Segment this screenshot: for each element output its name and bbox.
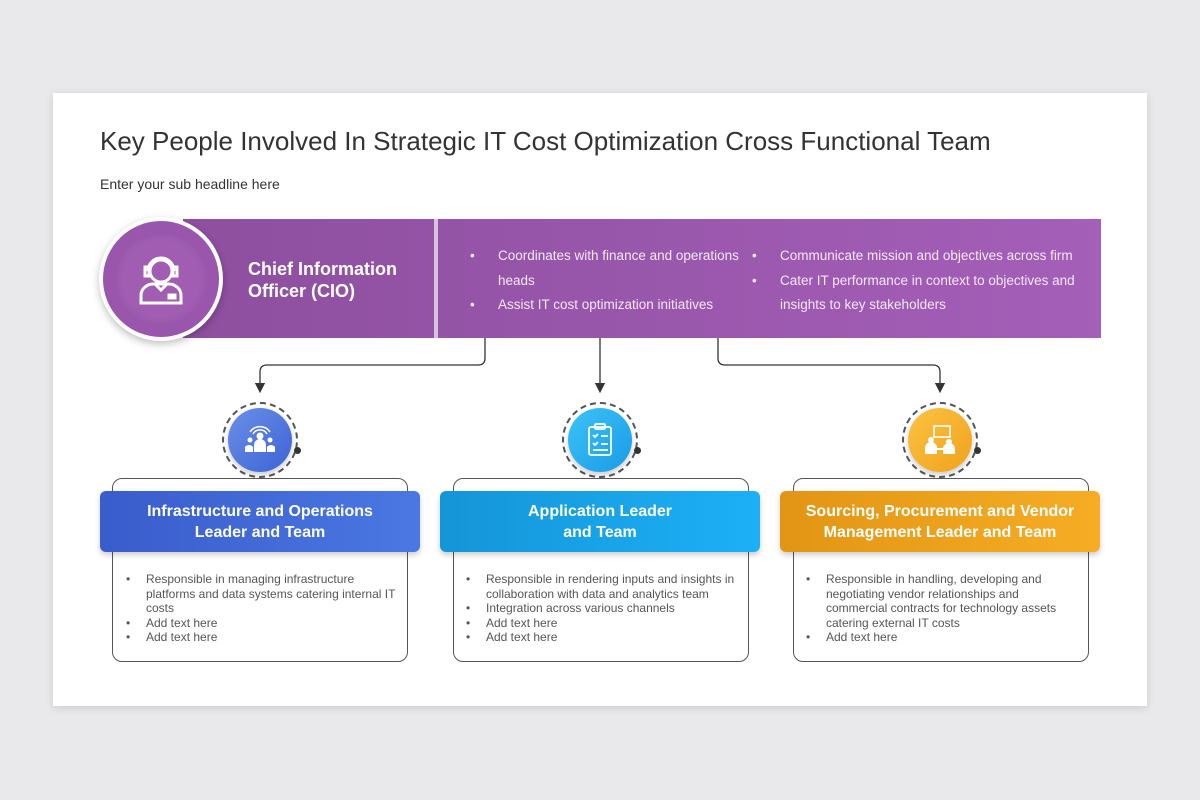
ring-dot — [294, 447, 301, 454]
bullet: Integration across various channels — [466, 601, 736, 616]
cio-avatar — [99, 217, 223, 341]
team-header-sourcing: Sourcing, Procurement and Vendor Manageme… — [780, 491, 1100, 552]
team-bullets: Responsible in rendering inputs and insi… — [466, 572, 736, 645]
bullet: Add text here — [126, 616, 396, 631]
bullet: Responsible in managing infrastructure p… — [126, 572, 396, 616]
team-icon-circle — [568, 408, 632, 472]
team-broadcast-icon — [245, 425, 275, 452]
connector-left — [254, 338, 486, 394]
bullet: Assist IT cost optimization initiatives — [470, 293, 740, 318]
team-icon-circle — [908, 408, 972, 472]
bullet: Responsible in handling, developing and … — [806, 572, 1076, 630]
user-headset-icon — [139, 256, 183, 305]
page-title: Key People Involved In Strategic IT Cost… — [100, 126, 991, 156]
bullet: Responsible in rendering inputs and insi… — [466, 572, 736, 601]
team-header-application: Application Leader and Team — [440, 491, 760, 552]
clipboard-checklist-icon — [588, 423, 612, 456]
team-icon-circle — [228, 408, 292, 472]
cio-bullets-left: Coordinates with finance and operations … — [470, 244, 740, 318]
ring-dot — [634, 447, 641, 454]
subtitle: Enter your sub headline here — [100, 176, 280, 192]
bullet: Add text here — [466, 630, 736, 645]
connector-right — [717, 338, 946, 394]
bullet: Add text here — [806, 630, 1076, 645]
bullet: Add text here — [466, 616, 736, 631]
bullet: Communicate mission and objectives acros… — [752, 244, 1092, 269]
ring-dot — [974, 447, 981, 454]
banner-divider — [434, 219, 438, 338]
meeting-presentation-icon — [925, 425, 955, 454]
cio-bullets-right: Communicate mission and objectives acros… — [752, 244, 1092, 318]
bullet: Cater IT performance in context to objec… — [752, 269, 1092, 318]
team-header-infrastructure: Infrastructure and Operations Leader and … — [100, 491, 420, 552]
team-bullets: Responsible in handling, developing and … — [806, 572, 1076, 645]
cio-title: Chief Information Officer (CIO) — [248, 259, 397, 301]
team-bullets: Responsible in managing infrastructure p… — [126, 572, 396, 645]
bullet: Coordinates with finance and operations … — [470, 244, 740, 293]
bullet: Add text here — [126, 630, 396, 645]
